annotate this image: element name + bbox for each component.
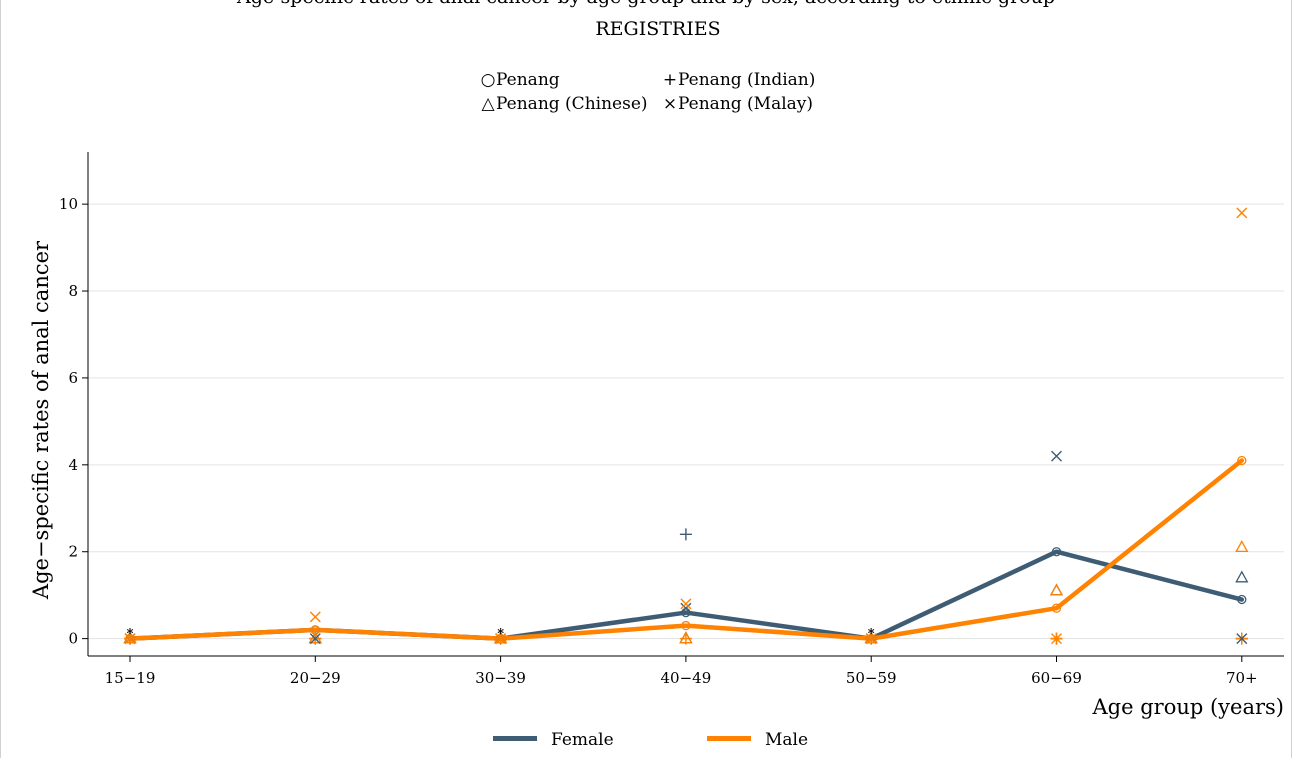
- asterisk-annotation: *: [868, 627, 875, 642]
- gridlines: [88, 203, 1284, 640]
- x-axis-label: Age group (years): [1092, 695, 1285, 719]
- x-marker-female: [680, 602, 692, 614]
- y-tick-label: 10: [59, 195, 78, 213]
- circle-marker-female: [1237, 594, 1247, 605]
- triangle-marker-female: [1235, 570, 1249, 583]
- x-marker-icon: ×: [662, 94, 678, 114]
- triangle-marker-male: [1235, 540, 1249, 553]
- triangle-marker-male: [864, 631, 878, 644]
- chart-title: Age-specific rates of anal cancer by age…: [0, 0, 1292, 8]
- legend-item-penang-malay: ×Penang (Malay): [662, 92, 813, 116]
- circle-marker-icon: ○: [480, 70, 496, 90]
- female-swatch: [493, 736, 537, 741]
- legend-item-penang-chinese: △Penang (Chinese): [480, 92, 648, 116]
- x-marker-male: [680, 598, 692, 610]
- male-swatch: [707, 736, 751, 741]
- legend-label: Penang (Indian): [678, 70, 816, 90]
- y-tick-label: 4: [68, 456, 78, 474]
- x-marker-male: [865, 633, 877, 645]
- triangle-marker-male: [679, 631, 693, 644]
- x-marker-female: [1236, 633, 1248, 645]
- x-tick-label: 20−29: [290, 669, 341, 687]
- circle-marker-male: [681, 620, 691, 631]
- legend-item-penang-indian: +Penang (Indian): [662, 68, 816, 92]
- x-tick-label: 70+: [1226, 669, 1258, 687]
- legend-label: Male: [765, 730, 809, 750]
- series-markers: * * *: [123, 207, 1249, 645]
- x-tick-label: 60−69: [1031, 669, 1082, 687]
- x-marker-male: [1236, 207, 1248, 219]
- x-tick-label: 30−39: [475, 669, 526, 687]
- circle-marker-male: [1051, 603, 1062, 613]
- x-marker-female: [1051, 450, 1062, 462]
- y-tick-label: 6: [68, 369, 78, 387]
- legend-item-male: Male: [707, 730, 808, 750]
- triangle-marker-male: [308, 631, 322, 644]
- x-marker-male: [124, 633, 136, 645]
- series-legend: Female Male: [0, 730, 1292, 758]
- triangle-marker-male: [494, 631, 508, 644]
- legend-label: Penang (Chinese): [496, 94, 648, 114]
- legend-label: Penang (Malay): [678, 94, 814, 114]
- triangle-marker-female: [1049, 583, 1064, 596]
- y-axis-label: Age−specific rates of anal cancer: [29, 240, 53, 600]
- asterisk-annotation: *: [497, 627, 504, 642]
- asterisk-annotation: *: [127, 627, 134, 642]
- x-tick-label: 15−19: [105, 669, 156, 687]
- legend-item-female: Female: [493, 730, 614, 750]
- circle-marker-female: [1051, 547, 1062, 557]
- triangle-marker-male: [1049, 583, 1064, 596]
- plus-marker-female: [679, 528, 692, 541]
- series-line-male: [127, 458, 1245, 641]
- circle-marker-male: [1237, 455, 1247, 466]
- triangle-marker-icon: △: [481, 94, 495, 114]
- chart-subtitle: REGISTRIES: [595, 18, 721, 40]
- legend-item-penang: ○Penang: [480, 68, 560, 92]
- x-marker-male: [309, 611, 321, 623]
- legend-label: Female: [551, 730, 614, 750]
- x-marker-male: [495, 633, 507, 645]
- x-tick-label: 40−49: [661, 669, 712, 687]
- x-tick-label: 50−59: [846, 669, 897, 687]
- y-tick-label: 2: [68, 543, 78, 561]
- series-lines: [127, 458, 1245, 641]
- legend-label: Penang: [496, 70, 560, 90]
- plot-area: 0 2 4 6 8 10 15−19 20−29 30−39 40−49 50−59 60−69 70+…: [29, 152, 1285, 719]
- x-marker-male: [1051, 633, 1062, 645]
- triangle-marker-male: [123, 631, 137, 644]
- axes: 0 2 4 6 8 10 15−19 20−29 30−39 40−49 50−59 60−69 70+: [59, 152, 1284, 687]
- y-tick-label: 8: [68, 282, 78, 300]
- x-marker-female: [309, 633, 321, 645]
- y-tick-label: 0: [68, 630, 78, 648]
- plus-marker-icon: +: [662, 70, 678, 90]
